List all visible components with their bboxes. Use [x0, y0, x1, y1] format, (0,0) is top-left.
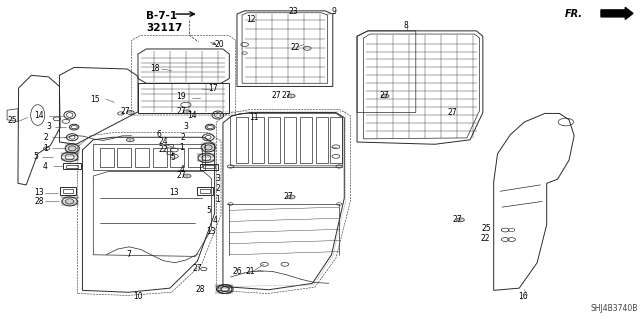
Text: 5: 5 [33, 152, 38, 161]
Text: 27: 27 [177, 107, 186, 116]
Text: SHJ4B3740B: SHJ4B3740B [591, 304, 638, 313]
Text: 27: 27 [452, 215, 462, 224]
Text: 8: 8 [404, 21, 408, 30]
Text: B-7-1: B-7-1 [147, 11, 177, 21]
Text: 18: 18 [150, 63, 160, 72]
Text: 16: 16 [518, 292, 528, 300]
Text: 22: 22 [159, 145, 168, 154]
Text: 26: 26 [232, 267, 242, 276]
Text: 4: 4 [180, 165, 184, 174]
Text: 32117: 32117 [147, 23, 182, 33]
Text: 22: 22 [291, 43, 301, 52]
FancyArrow shape [601, 7, 633, 19]
Text: 27: 27 [120, 107, 130, 116]
Text: 1: 1 [43, 144, 48, 153]
Text: 28: 28 [195, 285, 205, 293]
Text: 5: 5 [171, 153, 175, 162]
Text: 12: 12 [246, 15, 256, 24]
Text: 24: 24 [159, 137, 168, 145]
Text: 10: 10 [133, 292, 143, 300]
Text: 27: 27 [177, 171, 186, 180]
Text: 27: 27 [272, 92, 282, 100]
Text: 9: 9 [332, 7, 337, 16]
Text: 5: 5 [207, 206, 211, 215]
Text: 14: 14 [188, 111, 197, 120]
Text: 14: 14 [34, 111, 44, 120]
Text: 27: 27 [282, 92, 292, 100]
Text: 6: 6 [157, 130, 161, 139]
Text: 27: 27 [379, 92, 388, 100]
Text: 17: 17 [208, 85, 218, 93]
Text: 13: 13 [207, 227, 216, 236]
Text: 1: 1 [180, 143, 184, 152]
Text: 28: 28 [35, 197, 44, 206]
Text: 19: 19 [176, 92, 186, 101]
Text: 27: 27 [193, 263, 202, 273]
Text: 27: 27 [284, 191, 293, 201]
Text: 2: 2 [180, 133, 185, 142]
Text: 15: 15 [90, 95, 100, 104]
Text: 2: 2 [43, 133, 48, 142]
Text: 4: 4 [213, 216, 218, 225]
Text: 2: 2 [216, 184, 220, 193]
Text: 11: 11 [249, 113, 259, 122]
Text: 1: 1 [216, 195, 220, 204]
Text: 25: 25 [481, 224, 491, 233]
Text: 21: 21 [245, 267, 255, 276]
Text: 13: 13 [34, 188, 44, 197]
Text: 20: 20 [214, 40, 224, 49]
Text: FR.: FR. [565, 9, 583, 19]
Text: 3: 3 [47, 122, 52, 131]
Text: 13: 13 [170, 188, 179, 197]
Text: 23: 23 [289, 7, 298, 16]
Text: 4: 4 [43, 162, 48, 171]
Text: 27: 27 [447, 108, 457, 117]
Text: 25: 25 [8, 116, 17, 125]
Text: 22: 22 [480, 234, 490, 243]
Text: 3: 3 [184, 122, 188, 131]
Text: 3: 3 [216, 174, 220, 183]
Text: 7: 7 [126, 250, 131, 259]
